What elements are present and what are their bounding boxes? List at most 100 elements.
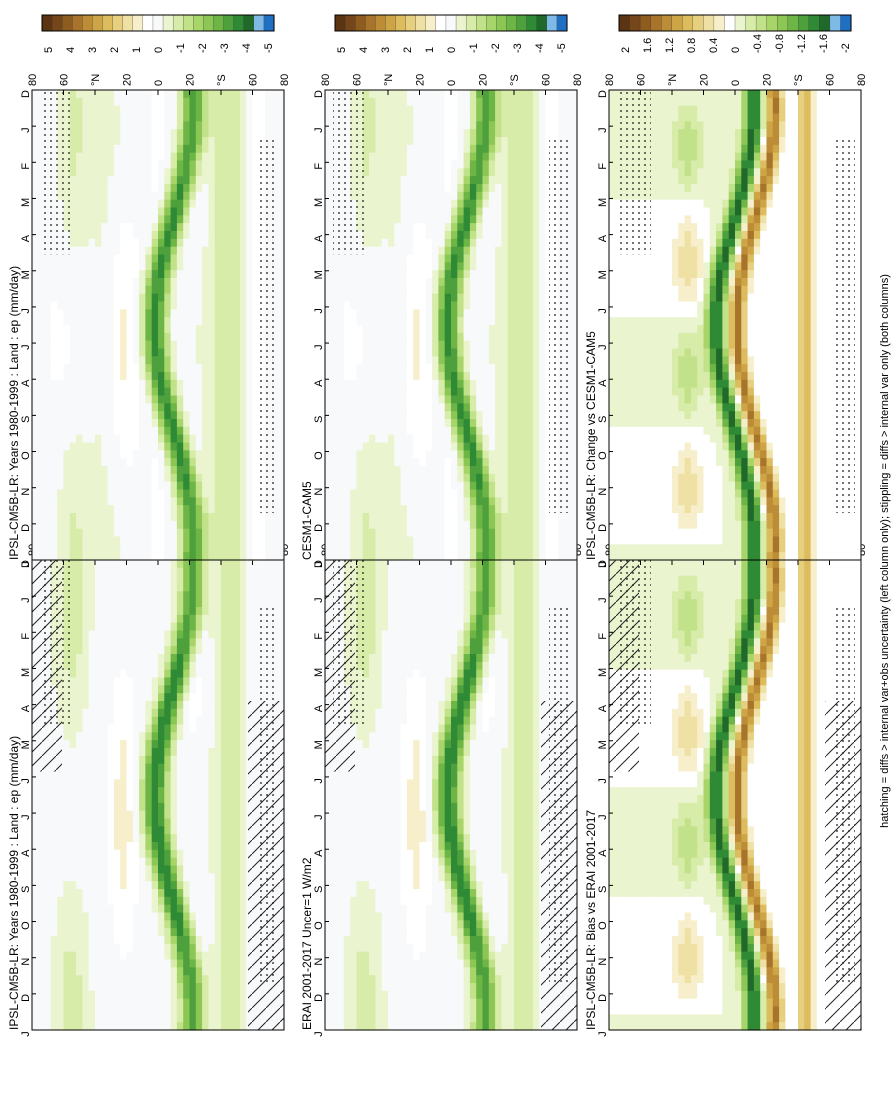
- heat-cell: [126, 693, 134, 702]
- heat-cell: [158, 129, 165, 138]
- heat-cell: [176, 528, 184, 538]
- heat-cell: [69, 473, 77, 483]
- heat-cell: [101, 646, 109, 655]
- heat-cell: [88, 223, 96, 232]
- heat-cell: [164, 826, 172, 835]
- heat-cell: [44, 802, 52, 812]
- heat-cell: [233, 520, 241, 530]
- heat-cell: [170, 270, 178, 279]
- heat-cell: [101, 238, 109, 248]
- heat-cell: [214, 348, 222, 357]
- heat-cell: [57, 466, 65, 475]
- heat-cell: [214, 975, 222, 984]
- heat-cell: [107, 654, 115, 663]
- heat-cell: [101, 285, 109, 295]
- heat-cell: [195, 614, 203, 624]
- heat-cell: [95, 849, 102, 859]
- heat-cell: [95, 481, 102, 491]
- heat-cell: [63, 771, 71, 780]
- heat-cell: [214, 575, 222, 585]
- heat-cell: [101, 591, 109, 600]
- heat-cell: [183, 802, 191, 812]
- heat-cell: [164, 912, 172, 921]
- heat-cell: [277, 176, 285, 185]
- heat-cell: [126, 998, 134, 1008]
- heat-cell: [107, 489, 115, 498]
- heat-cell: [139, 105, 146, 115]
- heat-cell: [208, 513, 216, 522]
- heat-cell: [113, 567, 121, 577]
- heat-cell: [277, 160, 285, 169]
- heat-cell: [95, 489, 102, 498]
- heat-cell: [57, 881, 65, 890]
- heat-cell: [183, 348, 191, 357]
- heat-cell: [132, 129, 140, 138]
- heat-cell: [189, 411, 197, 420]
- heat-cell: [246, 199, 254, 209]
- heat-cell: [82, 387, 90, 397]
- heat-cell: [183, 426, 191, 436]
- heat-cell: [126, 395, 134, 404]
- heat-cell: [126, 614, 134, 624]
- heat-cell: [120, 849, 128, 859]
- heat-cell: [208, 826, 216, 835]
- heat-cell: [176, 646, 184, 655]
- heat-cell: [158, 552, 165, 561]
- heat-cell: [107, 520, 115, 530]
- heat-cell: [44, 896, 52, 906]
- heat-cell: [176, 693, 184, 702]
- heat-cell: [164, 795, 172, 804]
- heat-cell: [57, 278, 65, 287]
- heat-cell: [63, 434, 71, 444]
- heat-cell: [202, 802, 209, 812]
- heat-cell: [88, 481, 96, 491]
- heat-cell: [145, 481, 153, 491]
- heat-cell: [151, 560, 159, 569]
- heat-cell: [139, 356, 146, 365]
- heat-cell: [113, 943, 121, 953]
- heat-cell: [44, 771, 52, 780]
- heat-cell: [120, 936, 128, 945]
- heat-cell: [202, 152, 209, 162]
- heat-cell: [239, 199, 247, 209]
- heat-cell: [202, 246, 209, 256]
- heat-cell: [164, 207, 172, 216]
- heat-cell: [164, 724, 172, 733]
- heat-cell: [126, 622, 134, 632]
- heat-cell: [221, 168, 228, 177]
- heat-cell: [63, 896, 71, 906]
- heat-cell: [214, 364, 222, 373]
- heat-cell: [126, 176, 134, 185]
- heat-cell: [50, 520, 58, 530]
- heat-cell: [95, 403, 102, 412]
- heat-cell: [113, 505, 121, 514]
- heat-cell: [32, 818, 39, 827]
- heat-cell: [170, 191, 178, 201]
- heat-cell: [239, 701, 247, 710]
- heat-cell: [107, 763, 115, 773]
- heat-cell: [151, 842, 159, 851]
- heat-cell: [158, 936, 165, 945]
- heat-cell: [82, 199, 90, 209]
- heat-cell: [170, 411, 178, 420]
- heat-cell: [189, 450, 197, 459]
- heat-cell: [221, 473, 228, 483]
- heat-cell: [145, 426, 153, 436]
- heat-cell: [214, 748, 222, 757]
- heat-cell: [88, 466, 96, 475]
- heat-cell: [265, 520, 272, 530]
- heat-cell: [88, 97, 96, 107]
- heat-cell: [76, 724, 83, 733]
- heat-cell: [208, 168, 216, 177]
- heat-cell: [170, 168, 178, 177]
- heat-cell: [126, 716, 134, 726]
- heat-cell: [214, 857, 222, 867]
- heat-cell: [76, 763, 83, 773]
- heat-cell: [164, 364, 172, 373]
- heat-cell: [164, 528, 172, 538]
- heat-cell: [158, 97, 165, 107]
- heat-cell: [221, 317, 228, 326]
- heat-cell: [164, 168, 172, 177]
- heat-cell: [189, 137, 197, 146]
- heat-cell: [246, 356, 254, 365]
